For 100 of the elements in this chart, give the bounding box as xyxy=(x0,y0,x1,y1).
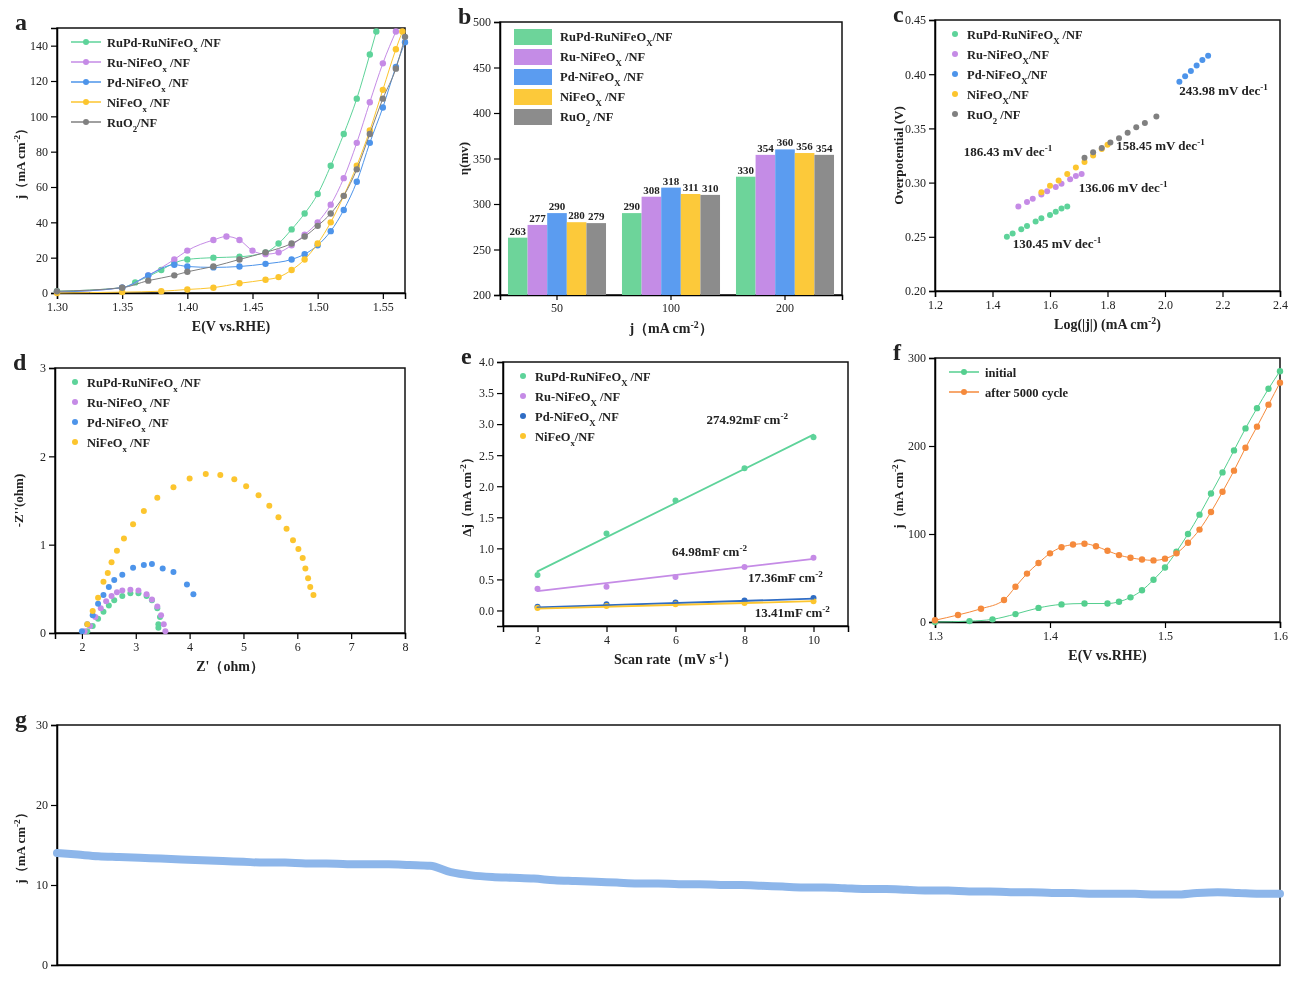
legend-label: Ru-NiFeO$_{X}$ /NF xyxy=(535,389,621,408)
y-tick-label: 3 xyxy=(40,361,46,376)
x-tick-label: 4 xyxy=(187,639,194,654)
y-tick-label: 200 xyxy=(908,439,926,454)
y-tick-label: 300 xyxy=(908,351,926,366)
data-label: 311 xyxy=(682,180,699,193)
legend-label: RuO$_{2}$ /NF xyxy=(967,107,1021,126)
legend-label: NiFeO$_{X}$/NF xyxy=(967,87,1030,106)
y-tick-label: 1.5 xyxy=(479,510,494,525)
legend-label: Ru-NiFeO$_{X}$ /NF xyxy=(560,49,646,68)
y-tick-label: 0.30 xyxy=(905,175,926,190)
x-tick-label: 1.45 xyxy=(242,299,264,314)
y-tick-label: 4.0 xyxy=(479,355,494,370)
y-axis-title: -Z''(ohm) xyxy=(11,473,26,528)
x-axis-title: E(V vs.RHE) xyxy=(1068,648,1147,664)
y-tick-label: 60 xyxy=(36,180,48,195)
y-tick-label: 250 xyxy=(473,242,491,257)
y-tick-label: 3.5 xyxy=(479,386,494,401)
data-label: 308 xyxy=(643,183,661,196)
x-tick-label: 1.30 xyxy=(47,299,68,314)
y-tick-label: 1 xyxy=(40,538,46,553)
legend-label: Pd-NiFeO$_{X}$ /NF xyxy=(535,409,620,428)
chart-title: a xyxy=(15,9,27,35)
y-tick-label: 20 xyxy=(36,251,48,266)
y-tick-label: 0 xyxy=(920,615,926,630)
x-tick-label: 1.2 xyxy=(928,297,943,312)
legend-label: RuPd-RuNiFeO$_{x}$ /NF xyxy=(107,35,222,54)
chart-title: e xyxy=(461,343,472,369)
y-tick-label: 30 xyxy=(36,718,48,733)
x-tick-label: 1.4 xyxy=(1043,628,1058,643)
x-axis-title: E(V vs.RHE) xyxy=(191,319,271,335)
legend-label: NiFeO$_{x}$/NF xyxy=(535,429,596,448)
annotation: 186.43 mV dec$^{-1}$ xyxy=(963,142,1053,159)
y-tick-label: 0.20 xyxy=(905,284,926,299)
annotation: 17.36mF cm$^{-2}$ xyxy=(747,569,824,586)
data-label: 354 xyxy=(757,141,775,154)
x-tick-label: 1.55 xyxy=(372,299,394,314)
x-tick-label: 2.4 xyxy=(1273,297,1288,312)
x-tick-label: 2 xyxy=(535,632,541,647)
data-label: 279 xyxy=(587,210,605,223)
x-tick-label: 2.0 xyxy=(1158,297,1173,312)
annotation: 64.98mF cm$^{-2}$ xyxy=(672,542,748,559)
chart-title: g xyxy=(15,706,27,732)
x-tick-label: 1.35 xyxy=(112,299,134,314)
x-tick-label: 10 xyxy=(808,632,820,647)
legend-label: Pd-NiFeO$_{x}$ /NF xyxy=(107,75,190,94)
y-axis-title: η(mv) xyxy=(456,141,471,176)
legend-label: Pd-NiFeO$_{x}$ /NF xyxy=(87,415,170,434)
legend-label: Ru-NiFeO$_{x}$ /NF xyxy=(87,395,171,414)
x-tick-label: 6 xyxy=(294,639,301,654)
y-tick-label: 1.0 xyxy=(479,541,494,556)
x-tick-label: 100 xyxy=(662,300,680,315)
y-tick-label: 20 xyxy=(36,798,48,813)
legend-label: initial xyxy=(985,365,1017,380)
legend-label: NiFeO$_{X}$ /NF xyxy=(560,89,626,108)
legend-label: Ru-NiFeO$_{x}$ /NF xyxy=(107,55,191,74)
x-tick-label: 4 xyxy=(604,632,610,647)
data-label: 318 xyxy=(662,174,680,187)
data-label: 290 xyxy=(623,200,641,213)
annotation: 13.41mF cm$^{-2}$ xyxy=(754,603,831,620)
x-tick-label: 1.5 xyxy=(1158,628,1173,643)
legend-label: Ru-NiFeO$_{X}$/NF xyxy=(967,47,1050,66)
y-tick-label: 2.0 xyxy=(479,479,494,494)
annotation: 243.98 mV dec$^{-1}$ xyxy=(1179,81,1269,98)
y-tick-label: 100 xyxy=(30,109,48,124)
chart-title: b xyxy=(458,3,472,29)
x-tick-label: 2.2 xyxy=(1215,297,1231,312)
y-tick-label: 140 xyxy=(30,39,48,54)
data-label: 330 xyxy=(737,163,755,176)
legend-label: RuO$_{2}$ /NF xyxy=(560,109,614,128)
x-tick-label: 8 xyxy=(402,639,409,654)
legend-label: Pd-NiFeO$_{X}$/NF xyxy=(967,67,1048,86)
chart-title: d xyxy=(13,349,27,375)
y-tick-label: 0.0 xyxy=(479,603,494,618)
y-tick-label: 450 xyxy=(473,60,491,75)
y-tick-label: 0.45 xyxy=(905,13,926,28)
x-tick-label: 200 xyxy=(776,300,794,315)
annotation: 136.06 mV dec$^{-1}$ xyxy=(1078,179,1168,196)
data-label: 360 xyxy=(776,136,794,149)
y-tick-label: 40 xyxy=(36,215,48,230)
y-tick-label: 2.5 xyxy=(479,448,494,463)
legend-label: RuPd-RuNiFeO$_{X}$/NF xyxy=(560,29,673,48)
y-tick-label: 80 xyxy=(36,145,48,160)
y-tick-label: 0.35 xyxy=(905,121,926,136)
y-tick-label: 0.25 xyxy=(905,230,926,245)
x-tick-label: 1.3 xyxy=(928,628,943,643)
x-axis-title: Z'（ohm） xyxy=(196,659,264,674)
legend-label: Pd-NiFeO$_{X}$ /NF xyxy=(560,69,645,88)
data-label: 280 xyxy=(568,209,586,222)
x-tick-label: 3 xyxy=(133,639,140,654)
x-axis-title: Log(|j|) (mA cm$^{-2}$) xyxy=(1054,314,1162,333)
x-tick-label: 1.50 xyxy=(307,299,329,314)
x-tick-label: 7 xyxy=(348,639,355,654)
x-tick-label: 1.4 xyxy=(985,297,1001,312)
chart-title: c xyxy=(893,1,904,27)
y-tick-label: 2 xyxy=(40,449,46,464)
y-tick-label: 300 xyxy=(473,197,491,212)
legend-label: RuPd-RuNiFeO$_{x}$ /NF xyxy=(87,375,202,394)
x-tick-label: 6 xyxy=(673,632,679,647)
x-tick-label: 1.6 xyxy=(1043,297,1058,312)
